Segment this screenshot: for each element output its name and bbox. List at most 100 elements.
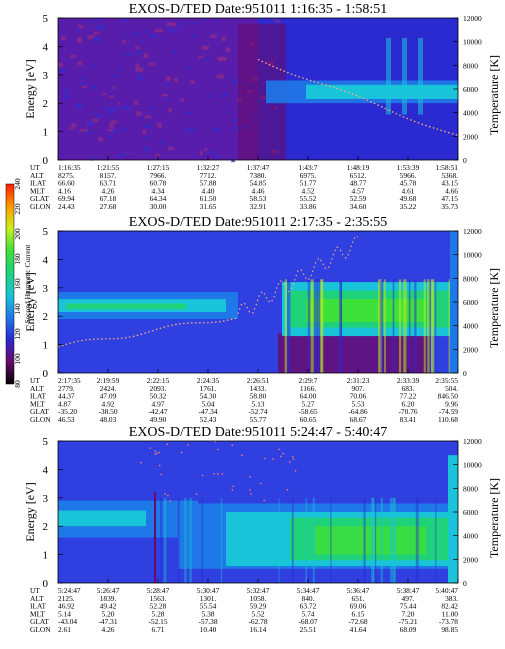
heatmap-streak	[394, 497, 396, 583]
heatmap-streak	[423, 279, 426, 373]
heatmap-cell	[93, 36, 101, 41]
table-cell: 4.97	[152, 399, 165, 408]
table-cell: 1:58:51	[435, 163, 458, 172]
heatmap-streak	[316, 279, 321, 373]
heatmap-cell	[122, 40, 126, 44]
heatmap-cell	[213, 127, 221, 132]
table-cell: 4.57	[352, 186, 365, 195]
heatmap-panel-1	[57, 17, 459, 163]
table-cell: 54.85	[250, 179, 267, 188]
table-row-label: ILAT	[30, 179, 46, 188]
table-cell: 7712.	[200, 171, 217, 180]
colorbar: 80 100 120 140 160 180 200 220 240 Second Harmoni…	[5, 178, 32, 388]
heatmap-streak	[373, 497, 375, 583]
table-cell: 60.78	[150, 179, 167, 188]
y-tick-label: 0	[43, 368, 49, 380]
heatmap-streak	[339, 279, 343, 373]
heatmap-cell	[102, 106, 107, 110]
table-cell: 52.43	[200, 415, 217, 424]
heatmap-cell	[85, 130, 94, 134]
heatmap-cell	[122, 35, 127, 39]
y2-tick-label: 6000	[463, 508, 478, 517]
heatmap-cell	[206, 149, 211, 155]
heatmap-cell	[102, 92, 107, 95]
heatmap-cell	[90, 64, 94, 68]
temperature-point	[260, 482, 262, 485]
y-axis-label: Energy [eV]	[23, 482, 37, 541]
table-cell: 64.34	[150, 194, 167, 203]
heatmap-streak	[414, 279, 417, 373]
table-cell: 33.86	[300, 202, 317, 211]
temperature-point	[241, 454, 243, 457]
heatmap-cell	[81, 75, 86, 79]
heatmap-streak	[184, 497, 187, 583]
table-cell: 68.67	[350, 415, 367, 424]
axes-panel-3: EXOS-D/TED Date:951011 5:24:47 - 5:40:47…	[23, 425, 501, 634]
table-cell: 35.22	[400, 202, 417, 211]
table-cell: 5.52	[252, 609, 265, 618]
heatmap-cell	[107, 128, 114, 132]
heatmap-streak	[428, 279, 432, 373]
table-cell: 5.14	[58, 609, 71, 618]
colorbar-tick-label: 240	[13, 178, 22, 190]
heatmap-cell	[61, 36, 66, 40]
y2-tick-label: 8000	[463, 484, 478, 493]
table-row-label: MLT	[30, 186, 45, 195]
y2-axis-label: Temperature [K]	[487, 478, 501, 558]
heatmap-band	[448, 455, 458, 583]
axes-panel-2: EXOS-D/TED Date:951011 2:17:35 - 2:35:55…	[23, 215, 501, 424]
heatmap-cell	[70, 54, 76, 59]
table-cell: 5.27	[302, 399, 315, 408]
heatmap-streak	[434, 279, 437, 373]
table-cell: 6975.	[300, 171, 317, 180]
table-cell: 2:17:35	[58, 376, 81, 385]
y2-tick-label: 10000	[463, 38, 482, 47]
table-cell: 2:29:7	[299, 376, 318, 385]
heatmap-cell	[199, 151, 204, 156]
y-tick-label: 4	[43, 464, 49, 476]
table-cell: 1:48:19	[347, 163, 370, 172]
y-tick-label: 5	[43, 13, 49, 25]
table-cell: 54.30	[200, 392, 217, 401]
table-cell: 32.91	[250, 202, 267, 211]
heatmap-cell	[190, 80, 195, 85]
temperature-curve	[237, 236, 359, 314]
heatmap-cell	[150, 106, 156, 110]
table-cell: 45.78	[400, 179, 417, 188]
table-cell: 4.92	[102, 399, 115, 408]
heatmap-cell	[165, 97, 170, 101]
table-cell: 55.77	[250, 415, 267, 424]
heatmap-streak	[431, 279, 435, 373]
table-cell: 52.28	[150, 602, 167, 611]
table-cell: 5:36:47	[347, 586, 370, 595]
heatmap-cell	[172, 49, 177, 55]
y2-tick-label: 4000	[463, 322, 478, 331]
table-cell: 2.61	[58, 625, 71, 634]
heatmap-cell	[216, 74, 224, 79]
y-tick-label: 5	[43, 226, 49, 238]
heatmap-cell	[201, 19, 206, 22]
heatmap-cell	[231, 158, 235, 163]
table-cell: 1:16:35	[58, 163, 81, 172]
heatmap-cell	[64, 88, 70, 93]
table-cell: 907.	[352, 384, 365, 393]
heatmap-streak	[163, 497, 167, 583]
heatmap-cell	[144, 115, 152, 119]
heatmap-cell	[174, 77, 178, 83]
axes-panel-1: EXOS-D/TED Date:951011 1:16:35 - 1:58:51…	[23, 2, 501, 211]
y-tick-label: 1	[43, 127, 49, 139]
temperature-point	[263, 499, 265, 502]
table-cell: 46.53	[58, 415, 75, 424]
table-cell: 30.00	[150, 202, 167, 211]
temperature-point	[164, 493, 166, 495]
heatmap-cell	[90, 156, 94, 161]
heatmap-cell	[224, 110, 229, 114]
table-cell: 57.88	[200, 179, 217, 188]
table-cell: 110.68	[438, 415, 458, 424]
table-cell: 48.77	[350, 179, 367, 188]
table-cell: 48.03	[100, 415, 117, 424]
heatmap-cell	[108, 135, 113, 139]
temperature-point	[282, 452, 285, 455]
heatmap-streak	[330, 497, 332, 583]
